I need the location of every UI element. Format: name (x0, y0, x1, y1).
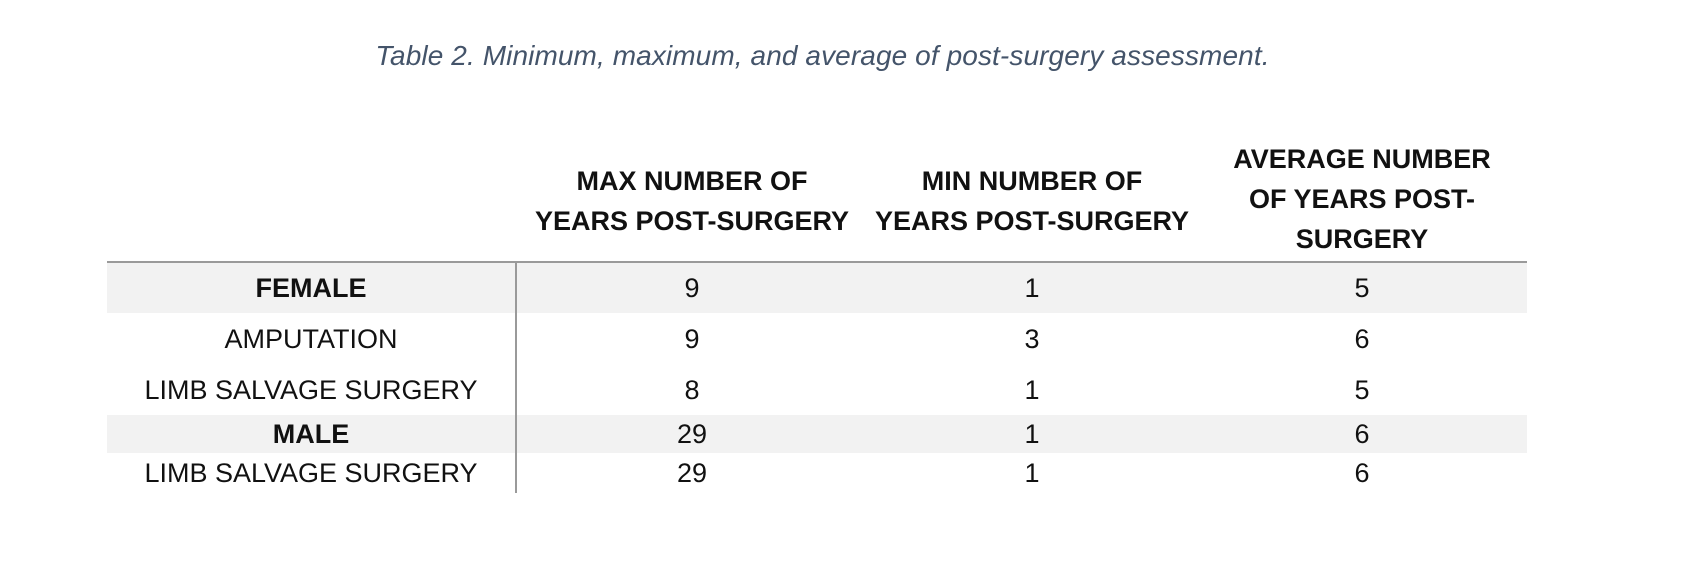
table-row-amputation: AMPUTATION 9 3 6 (107, 313, 1527, 365)
cell-min: 1 (1024, 457, 1040, 488)
header-max-years: MAX NUMBER OF YEARS POST-SURGERY (534, 166, 850, 236)
cell-average: 5 (1354, 272, 1370, 303)
cell-min: 1 (1024, 374, 1040, 405)
cell-max: 9 (684, 272, 700, 303)
table-caption: Table 2. Minimum, maximum, and average o… (375, 40, 1270, 71)
table-row-female: FEMALE 9 1 5 (107, 263, 1527, 313)
header-average-years: AVERAGE NUMBER OF YEARS POST- SURGERY (1233, 144, 1491, 254)
cell-max: 8 (684, 374, 700, 405)
cell-average: 5 (1354, 374, 1370, 405)
table-row-limb-salvage-female: LIMB SALVAGE SURGERY 8 1 5 (107, 365, 1527, 415)
row-label: FEMALE (107, 263, 517, 313)
cell-min: 1 (1024, 272, 1040, 303)
cell-max: 29 (676, 457, 708, 488)
cell-average: 6 (1354, 457, 1370, 488)
row-label: LIMB SALVAGE SURGERY (107, 453, 517, 493)
table-header: MAX NUMBER OF YEARS POST-SURGERY MIN NUM… (107, 136, 1527, 263)
cell-max: 29 (676, 418, 708, 449)
cell-average: 6 (1354, 418, 1370, 449)
cell-min: 3 (1024, 323, 1040, 354)
header-min-years: MIN NUMBER OF YEARS POST-SURGERY (874, 166, 1190, 236)
table-row-limb-salvage-male: LIMB SALVAGE SURGERY 29 1 6 (107, 453, 1527, 493)
cell-min: 1 (1024, 418, 1040, 449)
table-row-male: MALE 29 1 6 (107, 415, 1527, 453)
row-label: MALE (107, 415, 517, 453)
row-label: LIMB SALVAGE SURGERY (107, 365, 517, 415)
post-surgery-table: MAX NUMBER OF YEARS POST-SURGERY MIN NUM… (107, 136, 1527, 493)
cell-average: 6 (1354, 323, 1370, 354)
cell-max: 9 (684, 323, 700, 354)
row-label: AMPUTATION (107, 313, 517, 365)
